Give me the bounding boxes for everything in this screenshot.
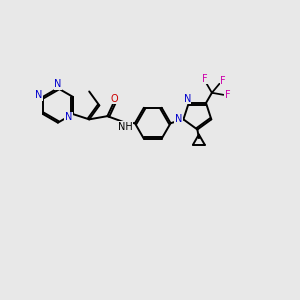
Text: F: F (220, 76, 226, 86)
Text: N: N (64, 112, 72, 122)
Text: F: F (202, 74, 208, 84)
Text: N: N (35, 90, 42, 100)
Text: N: N (184, 94, 191, 103)
Text: O: O (110, 94, 118, 104)
Text: NH: NH (118, 122, 133, 132)
Text: F: F (224, 90, 230, 100)
Text: N: N (54, 79, 61, 89)
Text: N: N (175, 114, 182, 124)
